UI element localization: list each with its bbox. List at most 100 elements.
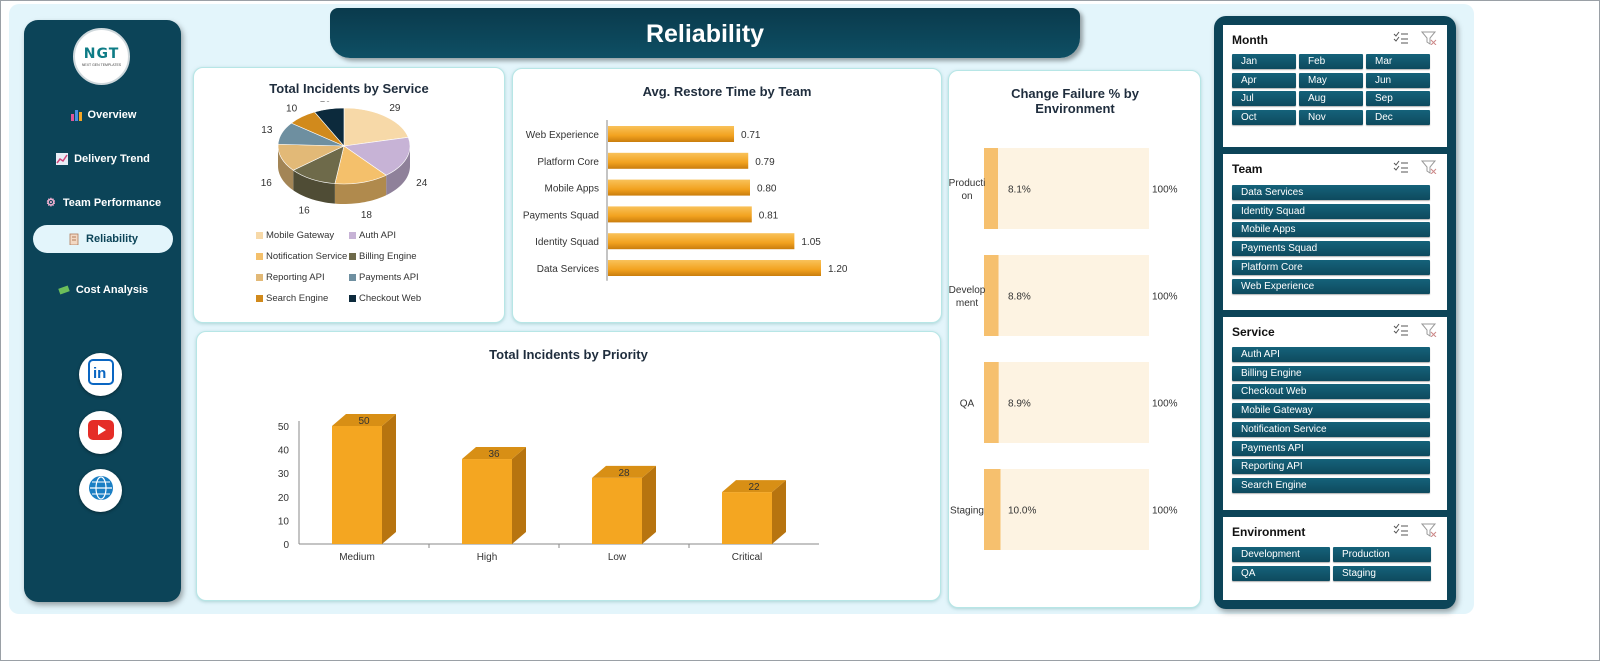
category-label: Data Services [537,264,599,275]
legend-item: Checkout Web [349,293,421,304]
nav-team-performance[interactable]: ⚙ Team Performance [33,189,173,217]
pie-slice-side [293,170,335,204]
slicer-item-mobile-gateway[interactable]: Mobile Gateway [1232,403,1430,419]
bar [608,260,821,276]
youtube-icon [87,420,114,445]
slicer-item-payments-squad[interactable]: Payments Squad [1232,241,1430,257]
slicer-item-feb[interactable]: Feb [1299,54,1363,69]
clear-filter-icon[interactable] [1420,323,1437,342]
bar [608,179,750,196]
multi-select-icon[interactable] [1393,323,1409,342]
bar-background [984,255,1149,336]
slicer-item-mar[interactable]: Mar [1366,54,1430,69]
slicer-item-qa[interactable]: QA [1232,565,1330,581]
nav-delivery-trend[interactable]: Delivery Trend [33,145,173,173]
clear-filter-icon[interactable] [1420,31,1437,50]
clear-filter-icon[interactable] [1420,523,1437,542]
youtube-button[interactable] [79,411,122,454]
bar-chart-icon [70,109,82,121]
legend-swatch [349,232,356,239]
change-failure-panel: Change Failure % by Environment Producti… [948,70,1201,608]
slicer-item-jul[interactable]: Jul [1232,91,1296,107]
y-tick-label: 40 [278,446,290,457]
data-label: 22 [748,482,760,493]
gear-icon: ⚙ [45,197,56,209]
category-label: High [477,552,498,563]
slicer-item-jan[interactable]: Jan [1232,54,1296,69]
pie-slice [334,145,387,185]
slicer-item-platform-core[interactable]: Platform Core [1232,259,1430,275]
max-label: 100% [1152,292,1178,303]
slicer-item-identity-squad[interactable]: Identity Squad [1232,203,1430,219]
pie-slice [314,107,345,147]
pie-data-label: 10 [286,104,298,115]
slicer-item-sep[interactable]: Sep [1366,91,1430,107]
nav-reliability[interactable]: Reliability [33,225,173,253]
slicer-item-auth-api[interactable]: Auth API [1232,347,1430,362]
svg-text:in: in [93,365,106,382]
category-label: Identity Squad [535,237,599,248]
column-side [772,480,786,544]
pie-slice-side [386,146,410,196]
legend-item: Reporting API [256,272,325,283]
linkedin-button[interactable]: in [79,353,122,396]
bar [984,362,999,443]
slicer-item-data-services[interactable]: Data Services [1232,185,1430,200]
slicer-item-production[interactable]: Production [1333,547,1431,562]
legend-item: Mobile Gateway [256,230,334,241]
column-top [462,447,526,460]
multi-select-icon[interactable] [1393,31,1409,50]
slicer-item-notification-service[interactable]: Notification Service [1232,421,1430,437]
slicer-item-reporting-api[interactable]: Reporting API [1232,459,1430,475]
category-label: QA [960,399,975,410]
legend-label: Checkout Web [359,293,422,304]
clear-filter-icon[interactable] [1420,160,1437,179]
legend-swatch [256,274,263,281]
column-side [382,414,396,544]
pie-data-label: 24 [416,178,428,189]
slicer-item-billing-engine[interactable]: Billing Engine [1232,365,1430,381]
slicer-item-payments-api[interactable]: Payments API [1232,440,1430,456]
slicer-title: Environment [1232,525,1306,539]
pie-slice [343,107,409,147]
data-label: 1.20 [828,264,848,275]
priority-chart: 0 10 20 30 40 50 50 Medium 36 High 28 Low 22 Critical [278,414,819,563]
multi-select-icon[interactable] [1393,523,1409,542]
slicer-item-dec[interactable]: Dec [1366,110,1430,126]
legend-label: Search Engine [266,293,329,304]
multi-select-icon[interactable] [1393,160,1409,179]
slicer-item-checkout-web[interactable]: Checkout Web [1232,384,1430,400]
slicer-item-oct[interactable]: Oct [1232,110,1296,126]
website-button[interactable] [79,469,122,512]
page-title: Reliability [645,20,765,48]
bar [608,152,749,169]
slicer-item-development[interactable]: Development [1232,547,1330,562]
legend-label: Auth API [359,230,396,241]
slicer-item-search-engine[interactable]: Search Engine [1232,477,1430,493]
category-label: Low [608,552,627,563]
slicer-item-may[interactable]: May [1299,72,1363,88]
bar [608,126,735,142]
legend-label: Mobile Gateway [266,230,335,241]
slicer-item-staging[interactable]: Staging [1333,565,1431,581]
pie-data-label: 13 [261,125,273,136]
pie-data-label: 29 [389,103,401,114]
column [332,426,382,544]
legend-swatch [256,232,263,239]
bar [608,233,795,250]
slicer-item-web-experience[interactable]: Web Experience [1232,278,1430,294]
column-top [592,465,656,478]
nav-cost-analysis[interactable]: Cost Analysis [33,276,173,304]
slicer-item-jun[interactable]: Jun [1366,72,1430,88]
nav-overview[interactable]: Overview [33,101,173,129]
nav-label: Delivery Trend [74,153,150,165]
slicer-item-apr[interactable]: Apr [1232,72,1296,88]
column-side [642,465,656,544]
data-label: 1.05 [801,237,821,248]
column [592,477,642,544]
slicer-pane: Month Jan Feb Mar Apr May Jun Jul Aug Sep Oct Nov D… [1214,16,1456,609]
slicer-item-mobile-apps[interactable]: Mobile Apps [1232,222,1430,238]
logo: NGT NEXT GEN TEMPLATES [73,28,130,85]
slicer-item-nov[interactable]: Nov [1299,110,1363,126]
slicer-item-aug[interactable]: Aug [1299,91,1363,107]
